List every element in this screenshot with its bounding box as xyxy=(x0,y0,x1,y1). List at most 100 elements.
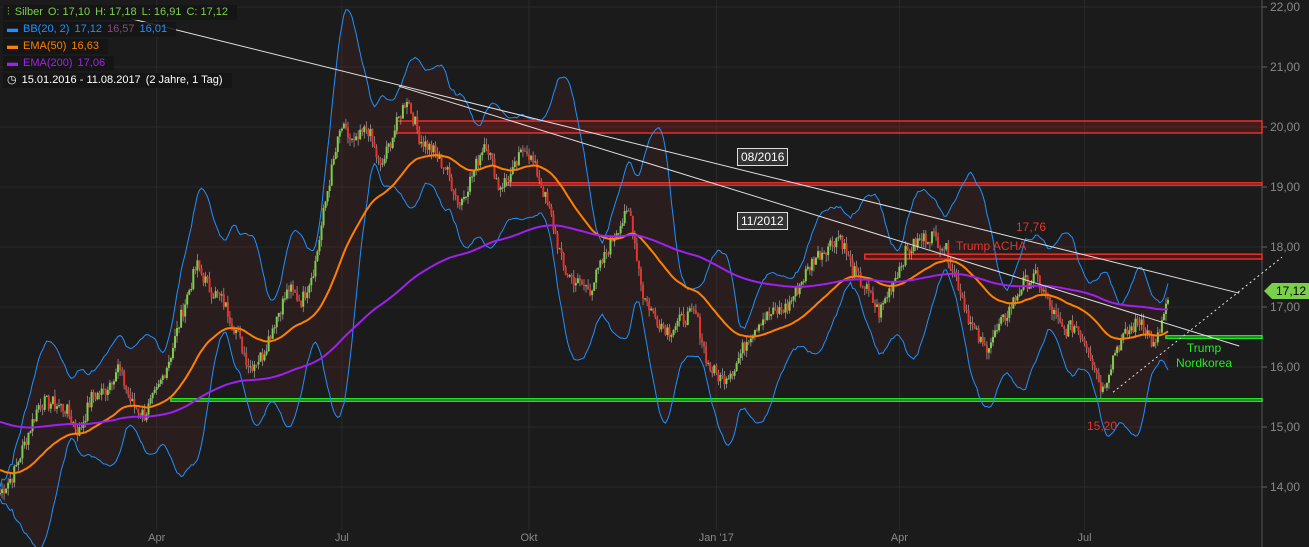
candle-body xyxy=(727,378,730,380)
candle-body xyxy=(108,382,111,390)
candle-body xyxy=(1026,275,1029,289)
candle-body xyxy=(686,311,689,325)
candle-body xyxy=(585,285,588,287)
candle-body xyxy=(414,116,417,125)
candle-body xyxy=(1112,355,1115,370)
candle-body xyxy=(635,243,638,261)
candle-body xyxy=(206,276,209,279)
candle-body xyxy=(802,281,805,283)
legend-ema200-row[interactable]: ▬ EMA(200) 17,06 xyxy=(3,56,115,71)
candle-body xyxy=(572,276,575,286)
candle-body xyxy=(324,201,327,208)
candle-body xyxy=(76,429,79,436)
candle-body xyxy=(1034,270,1037,274)
ema200-value: 17,06 xyxy=(77,57,106,69)
candle-body xyxy=(348,137,351,140)
candle-body xyxy=(876,304,879,307)
candle-body xyxy=(766,311,769,321)
ema50-swatch-icon: ▬ xyxy=(7,40,18,52)
candle-body xyxy=(194,268,197,271)
candle-body xyxy=(833,244,836,248)
candle-body xyxy=(629,210,632,216)
annotation-box-11-2012: 11/2012 xyxy=(737,212,788,230)
candle-body xyxy=(129,394,132,402)
legend-period-row[interactable]: ◷ 15.01.2016 - 11.08.2017 (2 Jahre, 1 Tag) xyxy=(3,73,232,88)
candle-body xyxy=(243,352,246,354)
candle-body xyxy=(469,176,472,192)
candle-body xyxy=(344,123,347,128)
candle-body xyxy=(249,366,252,368)
candle-body xyxy=(782,310,785,313)
candle-body xyxy=(920,238,923,242)
low-value: L: 16,91 xyxy=(141,6,182,18)
candle-body xyxy=(701,338,704,343)
candle-body xyxy=(163,375,166,379)
candle-body xyxy=(157,383,160,388)
candle-body xyxy=(849,255,852,261)
candle-body xyxy=(210,291,213,298)
candle-body xyxy=(517,152,520,166)
legend-bb-row[interactable]: ▬ BB(20, 2) 17,12 16,57 16,01 xyxy=(3,22,177,37)
candle-body xyxy=(112,381,115,385)
candle-body xyxy=(947,243,950,264)
candle-body xyxy=(239,331,242,337)
candle-body xyxy=(1006,317,1009,321)
candle-body xyxy=(725,378,728,384)
candle-body xyxy=(507,179,510,182)
candle-body xyxy=(1134,318,1137,332)
candle-body xyxy=(900,266,903,268)
candle-body xyxy=(491,153,494,159)
candle-body xyxy=(94,396,97,400)
y-tick-label: 21,00 xyxy=(1270,60,1300,74)
candle-body xyxy=(1158,332,1161,334)
candle-body xyxy=(523,150,526,152)
candle-body xyxy=(841,235,844,250)
candle-body xyxy=(186,294,189,305)
event2-line1: Trump xyxy=(1186,341,1222,355)
candle-body xyxy=(914,238,917,248)
candle-body xyxy=(558,248,561,250)
candle-body xyxy=(39,405,42,408)
candle-body xyxy=(1152,342,1155,347)
candle-body xyxy=(84,420,87,423)
candle-body xyxy=(96,392,99,400)
bb-label: BB(20, 2) xyxy=(23,23,70,35)
candle-body xyxy=(800,282,803,285)
candle-body xyxy=(314,260,317,277)
candle-body xyxy=(119,364,122,371)
candle-body xyxy=(654,311,657,318)
candle-body xyxy=(5,488,8,494)
candle-body xyxy=(1097,373,1100,382)
y-tick-label: 17,00 xyxy=(1270,300,1300,314)
candle-body xyxy=(379,158,382,165)
candle-body xyxy=(224,302,227,307)
candle-body xyxy=(627,210,630,212)
candle-body xyxy=(554,229,557,234)
candle-body xyxy=(322,207,325,226)
candle-body xyxy=(104,389,107,395)
candle-body xyxy=(1024,275,1027,277)
candle-body xyxy=(770,314,773,316)
candle-body xyxy=(918,238,921,240)
candle-body xyxy=(1122,333,1125,340)
candle-body xyxy=(401,105,404,119)
candle-body xyxy=(114,372,117,382)
x-tick-label: Jul xyxy=(335,532,349,544)
candle-body xyxy=(45,395,48,397)
candle-body xyxy=(806,266,809,270)
candle-body xyxy=(277,313,280,317)
candle-body xyxy=(819,251,822,260)
candle-body xyxy=(176,327,179,337)
candle-body xyxy=(389,143,392,149)
candle-body xyxy=(678,314,681,321)
candle-body xyxy=(1030,282,1033,284)
candle-body xyxy=(601,260,604,263)
candle-body xyxy=(88,402,91,408)
candle-body xyxy=(192,268,195,290)
legend-ema50-row[interactable]: ▬ EMA(50) 16,63 xyxy=(3,39,108,54)
candle-body xyxy=(692,309,695,311)
candle-body xyxy=(639,268,642,285)
candle-body xyxy=(546,191,549,203)
